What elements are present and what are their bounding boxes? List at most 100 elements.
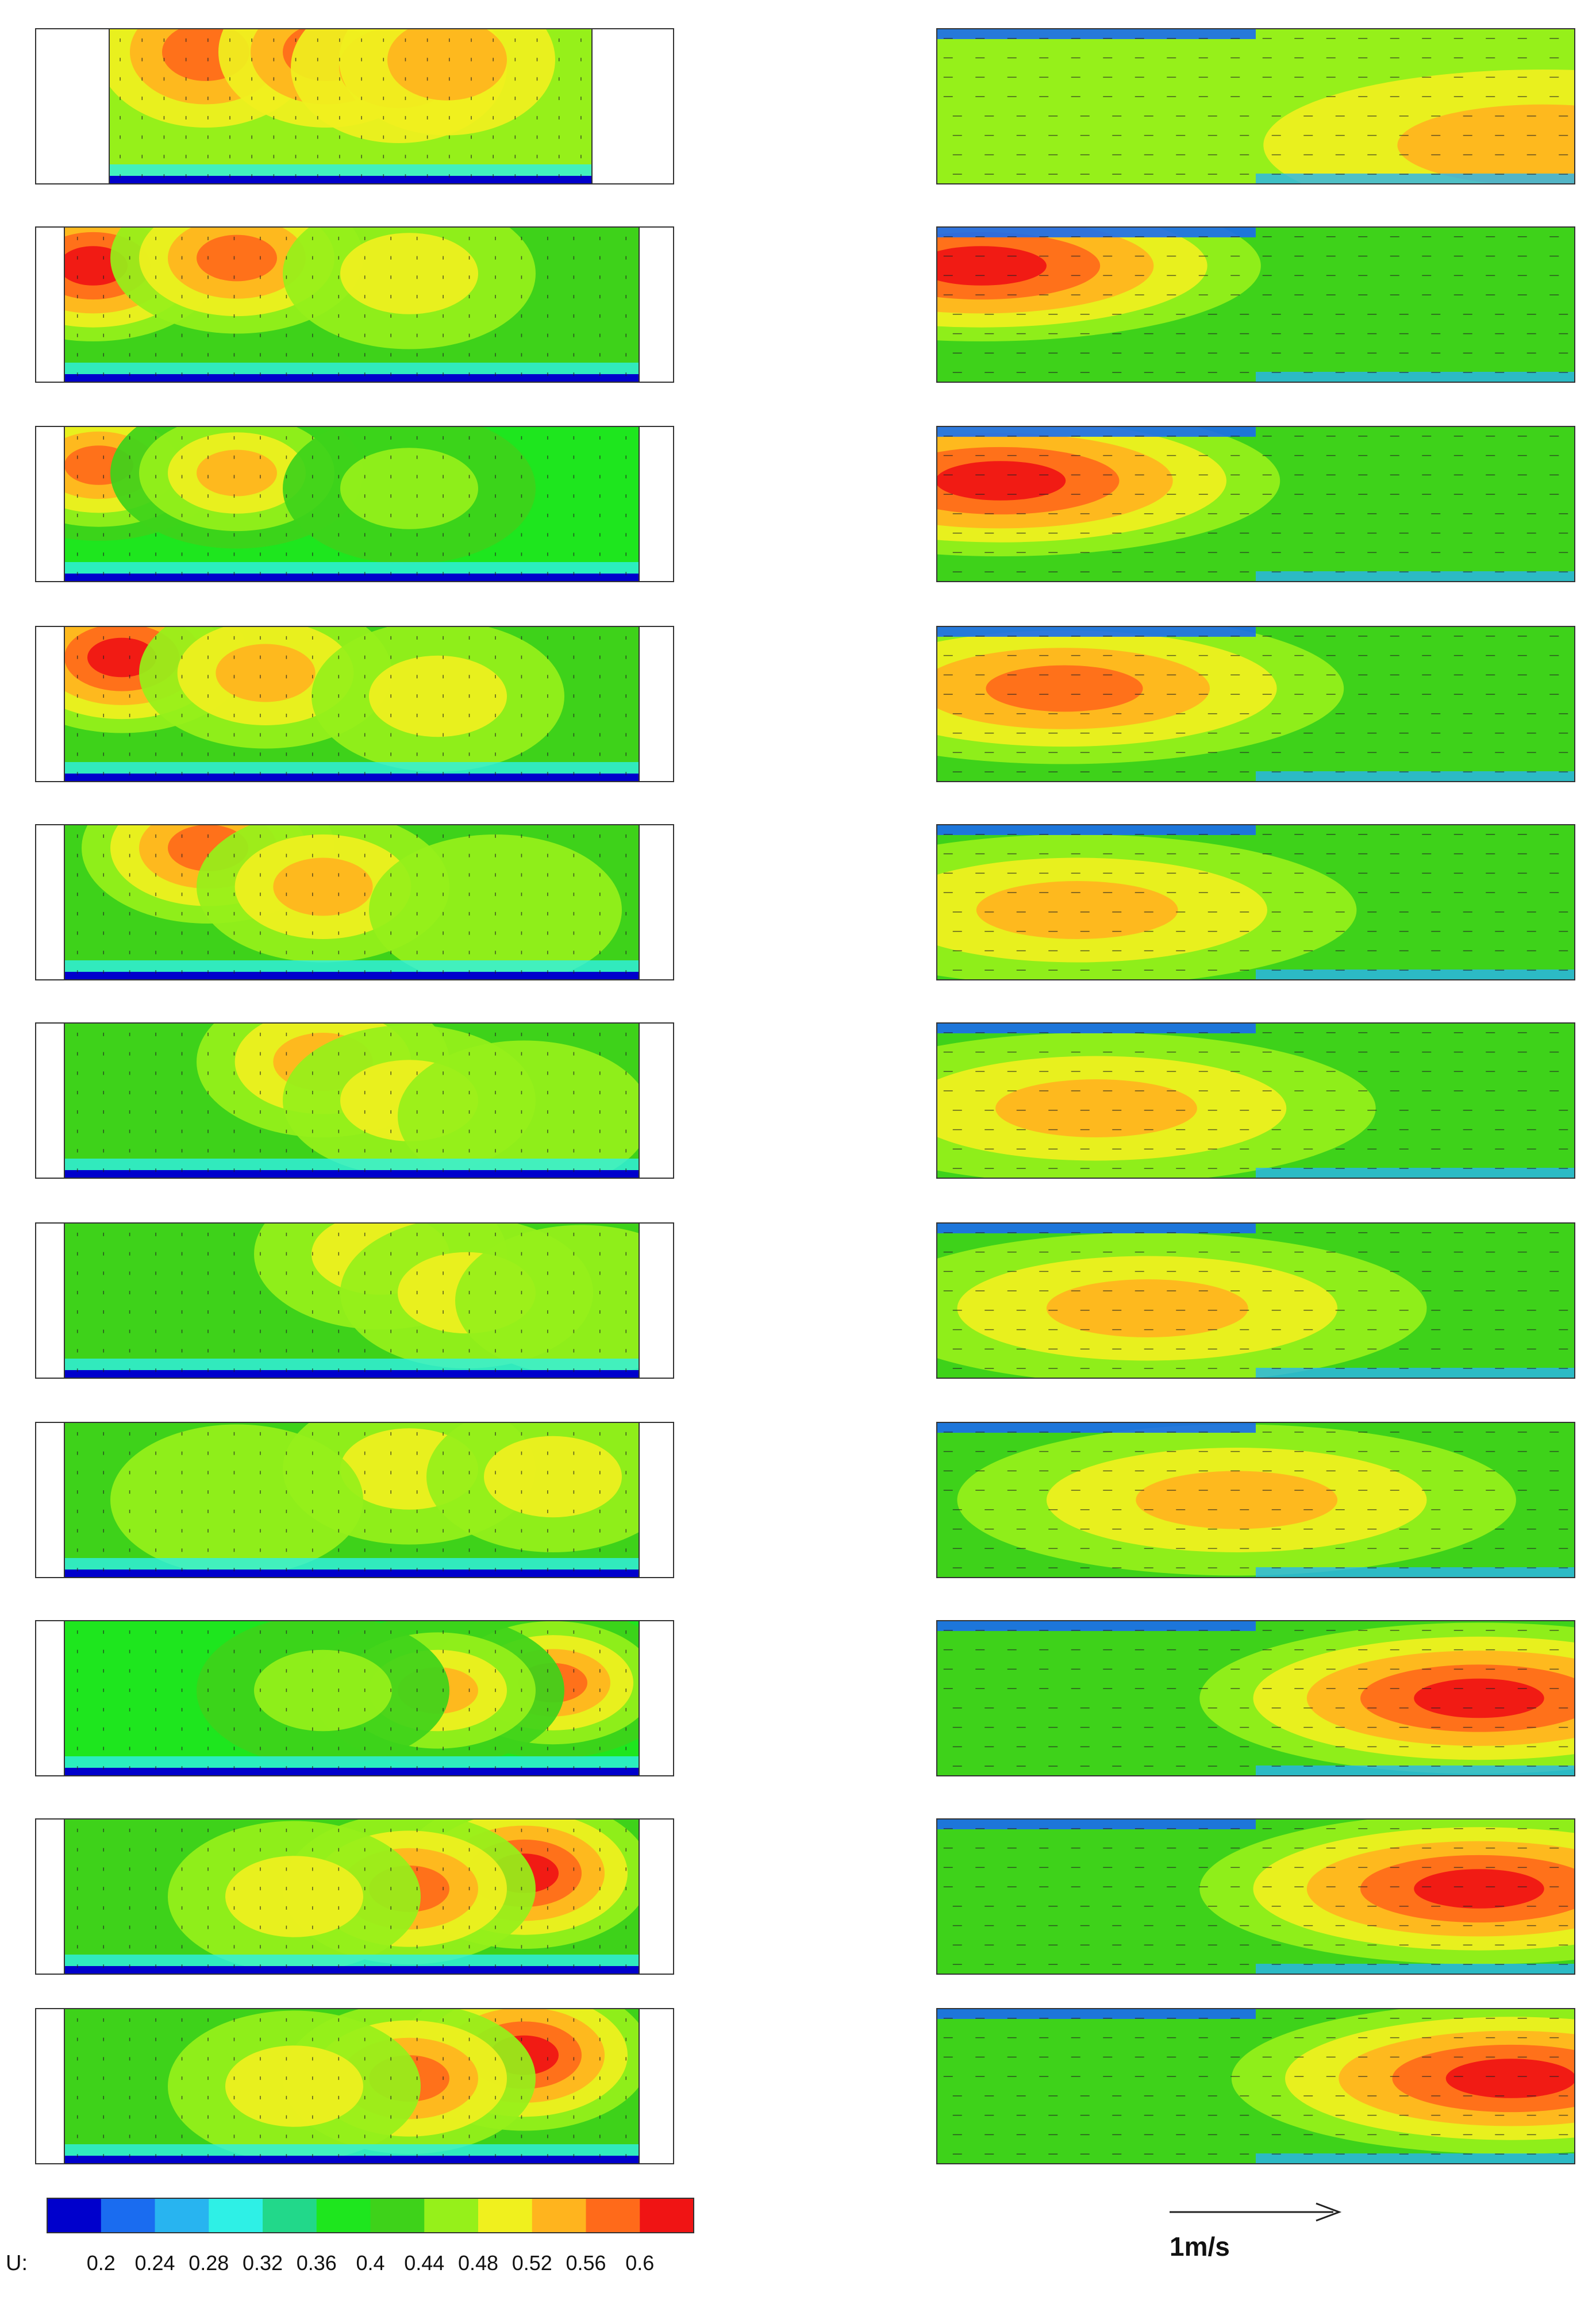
wall-layer [64, 972, 639, 980]
contour-level [1397, 104, 1575, 184]
wall-layer-top [937, 1223, 1256, 1233]
panel-frame [64, 426, 640, 582]
near-wall-layer [109, 164, 592, 176]
colorbar-swatch [316, 2198, 371, 2233]
panel-frame [936, 1422, 1575, 1578]
near-wall-layer [64, 1558, 639, 1570]
contour-level [398, 1040, 639, 1178]
wall-layer-top [937, 227, 1256, 237]
colorbar-swatch [209, 2198, 263, 2233]
wall-layer-top [937, 29, 1256, 39]
left-panel-2 [64, 226, 640, 383]
colorbar-swatch [532, 2198, 587, 2233]
panel-frame [936, 626, 1575, 782]
colorbar [47, 2198, 694, 2233]
left-column-panels [35, 28, 674, 2164]
colorbar-tick-label: 0.6 [625, 2251, 654, 2275]
colorbar-swatch [586, 2198, 641, 2233]
colorbar-swatch [640, 2198, 694, 2233]
near-wall-layer [64, 562, 639, 574]
wall-layer-top [937, 1023, 1256, 1033]
left-panel-8 [64, 1422, 640, 1578]
colorbar-tick-label: 0.36 [297, 2251, 337, 2275]
colorbar-tick-label: 0.24 [134, 2251, 175, 2275]
wall-layer [64, 1170, 639, 1178]
contour-level [986, 665, 1143, 712]
right-column-panels [936, 28, 1575, 2164]
near-wall-layer [64, 2144, 639, 2156]
contour-level [216, 644, 316, 702]
near-wall-layer [64, 363, 639, 374]
contour-level [340, 448, 478, 529]
wall-layer-bottom [1256, 1964, 1575, 1974]
right-panel-3 [936, 426, 1575, 582]
right-panel-1 [936, 28, 1575, 184]
right-panel-6 [936, 1022, 1575, 1179]
panel-frame [936, 1022, 1575, 1179]
panel-frame [64, 824, 640, 980]
reference-vector [1170, 2202, 1342, 2222]
contour-level [197, 234, 277, 282]
contour-level [369, 834, 622, 980]
colorbar-tick-label: 0.32 [243, 2251, 283, 2275]
colorbar-tick-label: 0.56 [566, 2251, 606, 2275]
panel-frame [936, 28, 1575, 184]
contour-level [225, 2045, 363, 2127]
colorbar-frame [47, 2198, 694, 2233]
panel-frame [936, 1620, 1575, 1776]
wall-layer-top [937, 1621, 1256, 1631]
wall-layer [64, 1768, 639, 1776]
left-panel-6 [64, 1022, 640, 1179]
colorbar-variable-label: U: [6, 2251, 28, 2275]
left-panel-7 [64, 1222, 640, 1379]
wall-layer [64, 1370, 639, 1378]
colorbar-swatch [370, 2198, 425, 2233]
contour-level [369, 655, 507, 737]
wall-layer-bottom [1256, 372, 1575, 382]
near-wall-layer [64, 1955, 639, 1966]
panel-frame [936, 824, 1575, 980]
right-panel-10 [936, 1818, 1575, 1975]
wall-layer [64, 1570, 639, 1578]
left-panel-10 [64, 1818, 640, 1975]
contour-level [340, 233, 478, 314]
contour-level [225, 1856, 363, 1937]
left-panel-11 [64, 2008, 640, 2164]
near-wall-layer [64, 960, 639, 972]
panel-frame [64, 1620, 640, 1776]
colorbar-tick-label: 0.52 [512, 2251, 552, 2275]
wall-layer-bottom [1256, 174, 1575, 184]
contour-level [1136, 1471, 1338, 1529]
panel-frame [64, 1422, 640, 1578]
wall-layer-top [937, 825, 1256, 835]
wall-layer-bottom [1256, 2153, 1575, 2164]
colorbar-tick-label: 0.44 [404, 2251, 444, 2275]
colorbar-swatch [101, 2198, 156, 2233]
contour-level [1414, 1869, 1544, 1909]
colorbar-swatch [424, 2198, 479, 2233]
colorbar-tick-label: 0.28 [189, 2251, 229, 2275]
wall-layer-bottom [1256, 1368, 1575, 1378]
wall-layer-top [937, 1819, 1256, 1829]
panel-frame [64, 226, 640, 383]
right-panel-8 [936, 1422, 1575, 1578]
left-panel-1 [109, 28, 593, 184]
contour-level [995, 1079, 1197, 1137]
near-wall-layer [64, 1359, 639, 1370]
wall-layer-top [937, 426, 1256, 437]
near-wall-layer [64, 1756, 639, 1768]
wall-layer [64, 574, 639, 582]
colorbar-swatch [478, 2198, 533, 2233]
colorbar-tick-label: 0.48 [458, 2251, 498, 2275]
panel-frame [936, 226, 1575, 383]
panel-frame [64, 2008, 640, 2164]
wall-layer-bottom [1256, 771, 1575, 782]
contour-level [455, 1225, 639, 1376]
right-panel-2 [936, 226, 1575, 383]
contour-level [1046, 1279, 1248, 1337]
near-wall-layer [64, 1159, 639, 1170]
contour-level [484, 1436, 622, 1518]
wall-layer [64, 374, 639, 382]
contour-level [937, 461, 1066, 501]
left-panel-9 [64, 1620, 640, 1776]
